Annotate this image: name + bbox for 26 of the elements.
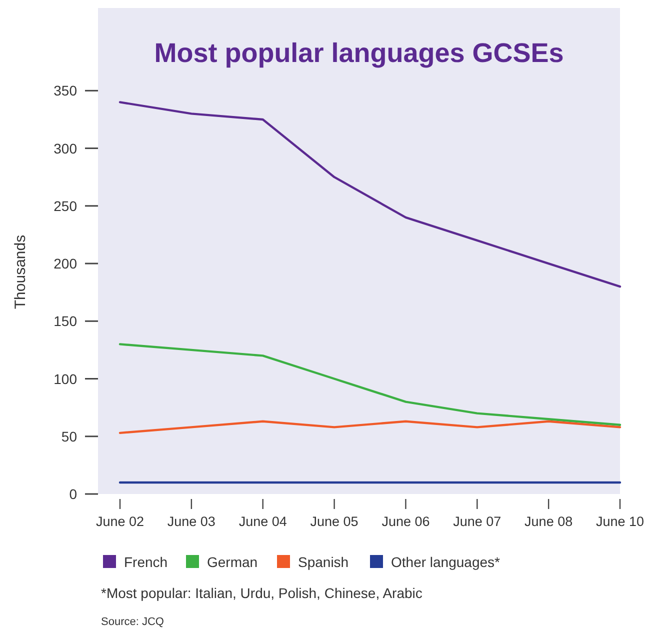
source-note: Source: JCQ (101, 616, 164, 628)
x-tick-label: June 05 (310, 514, 358, 529)
x-tick-label: June 08 (524, 514, 573, 529)
legend-label: French (124, 554, 168, 570)
legend-label: Spanish (298, 554, 349, 570)
line-series (118, 101, 622, 288)
x-tick-label: June 06 (382, 514, 430, 529)
x-tick-label: June 07 (453, 514, 502, 529)
legend-label: Other languages* (391, 554, 501, 570)
y-tick-label: 0 (69, 486, 78, 502)
y-axis-title: Thousands (12, 234, 29, 310)
y-tick-label: 300 (54, 140, 78, 156)
text: Most popular languages GCSEs (154, 38, 564, 68)
x-tick-label: June 03 (167, 514, 216, 529)
legend-label: German (207, 554, 258, 570)
y-tick-label: 350 (54, 82, 78, 99)
y-tick-label: 250 (54, 198, 78, 214)
y-tick-label: 200 (54, 256, 78, 272)
y-tick-label: 100 (54, 370, 78, 387)
x-tick-label: June 04 (238, 514, 288, 529)
line-series (118, 343, 622, 426)
text: *Most popular: Italian, Urdu, Polish, Chinese, Arabic (101, 585, 422, 601)
y-tick-label: 50 (61, 428, 78, 444)
y-tick-label: 150 (54, 313, 78, 330)
x-tick-label: June 10 (596, 514, 644, 529)
x-tick-label: June 02 (96, 514, 144, 529)
